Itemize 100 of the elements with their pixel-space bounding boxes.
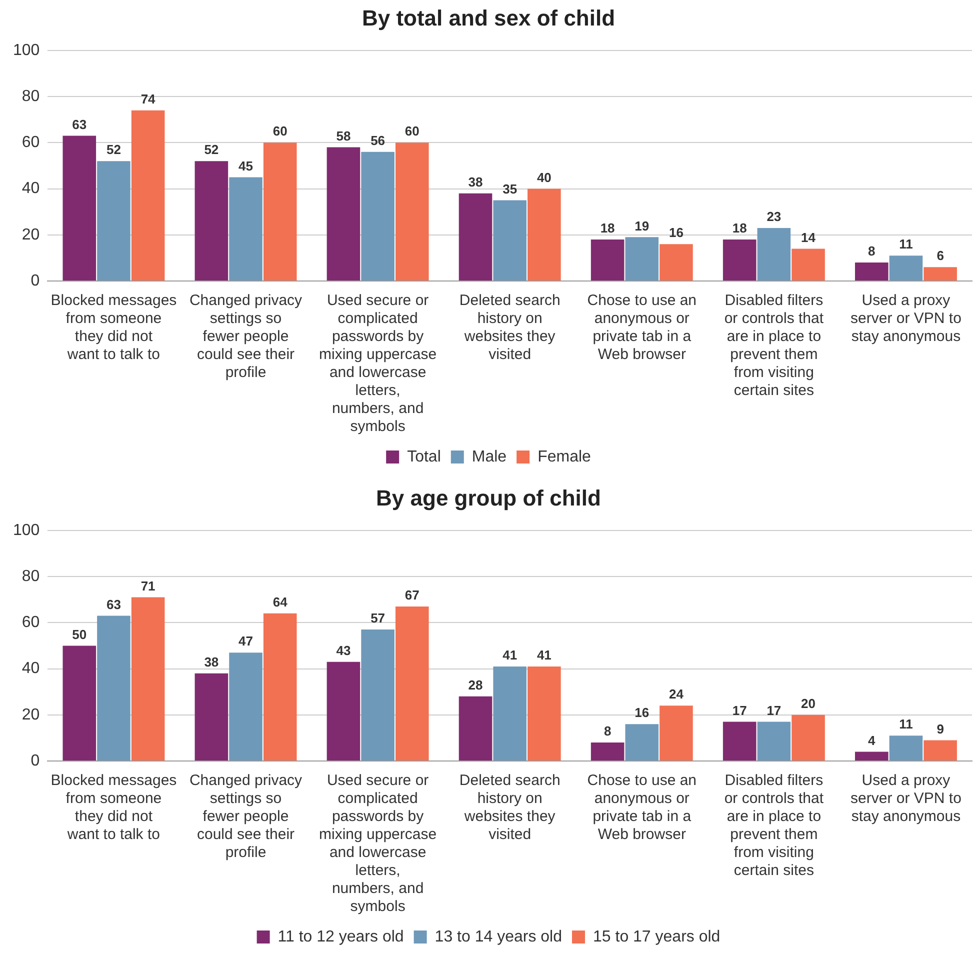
data-label: 67 bbox=[404, 588, 420, 603]
bar bbox=[590, 742, 624, 760]
data-label: 17 bbox=[732, 702, 747, 718]
bar bbox=[395, 606, 429, 760]
data-label: 63 bbox=[106, 596, 121, 612]
data-label: 40 bbox=[536, 170, 552, 185]
y-tick-label: 60 bbox=[22, 134, 40, 152]
data-label: 60 bbox=[404, 124, 420, 139]
x-tick-label: Disabled filters or controls that are in place to prevent them from visiting certain sites bbox=[724, 772, 824, 880]
data-label: 41 bbox=[502, 648, 518, 663]
data-label: 57 bbox=[370, 610, 386, 626]
data-label: 52 bbox=[204, 142, 219, 158]
data-label: 35 bbox=[502, 181, 518, 196]
bar bbox=[889, 736, 923, 760]
bar bbox=[757, 722, 791, 760]
bar bbox=[194, 673, 228, 760]
data-label: 45 bbox=[238, 158, 253, 174]
data-label: 41 bbox=[536, 648, 552, 663]
bar bbox=[854, 752, 888, 760]
bar bbox=[924, 267, 957, 280]
x-tick-label: Deleted search history on websites they visited bbox=[459, 292, 560, 364]
y-tick-label: 100 bbox=[12, 522, 40, 539]
legend-label: 15 to 17 years old bbox=[593, 928, 720, 946]
bar bbox=[590, 239, 624, 280]
data-label: 52 bbox=[106, 142, 121, 158]
bar bbox=[528, 188, 561, 280]
x-tick-label: Disabled filters or controls that are in place to prevent them from visiting certain sites bbox=[724, 292, 824, 400]
data-label: 19 bbox=[634, 218, 650, 234]
data-label: 43 bbox=[336, 642, 351, 658]
bar bbox=[361, 152, 394, 280]
data-label: 28 bbox=[468, 678, 483, 693]
data-label: 60 bbox=[272, 124, 288, 139]
data-label: 6 bbox=[936, 248, 944, 264]
data-label: 20 bbox=[801, 696, 816, 711]
data-label: 11 bbox=[899, 236, 913, 252]
bar bbox=[326, 147, 360, 280]
y-tick-label: 80 bbox=[22, 568, 40, 585]
data-label: 38 bbox=[204, 654, 219, 670]
y-tick-label: 0 bbox=[30, 272, 40, 290]
x-tick-label: Changed privacy settings so fewer people could see their profile bbox=[189, 292, 303, 382]
data-label: 8 bbox=[868, 244, 876, 259]
chart-title: By age group of child bbox=[376, 485, 601, 510]
bar bbox=[792, 714, 825, 760]
x-tick-label: Changed privacy settings so fewer people could see their profile bbox=[189, 772, 303, 862]
y-tick-label: 20 bbox=[22, 706, 40, 724]
y-tick-label: 40 bbox=[22, 660, 40, 678]
bar bbox=[722, 722, 756, 760]
legend-label: Female bbox=[538, 448, 592, 466]
bar bbox=[395, 142, 429, 280]
x-tick-label: Blocked messages from someone they did not want to talk to bbox=[50, 292, 177, 364]
bar bbox=[458, 193, 492, 280]
y-tick-label: 40 bbox=[22, 180, 40, 198]
legend-label: Total bbox=[407, 448, 441, 466]
bar bbox=[97, 616, 130, 760]
bar bbox=[62, 646, 96, 760]
bar bbox=[757, 228, 791, 280]
data-label: 8 bbox=[604, 724, 612, 739]
data-label: 38 bbox=[468, 174, 483, 190]
data-label: 56 bbox=[370, 132, 386, 148]
bar bbox=[131, 597, 165, 760]
data-label: 64 bbox=[272, 594, 288, 610]
bar bbox=[660, 706, 693, 760]
data-label: 50 bbox=[72, 626, 87, 642]
bar bbox=[528, 666, 561, 760]
data-label: 18 bbox=[732, 220, 747, 236]
chart-title: By total and sex of child bbox=[362, 5, 616, 30]
bar bbox=[263, 142, 297, 280]
x-tick-label: Deleted search history on websites they visited bbox=[459, 772, 560, 844]
bar bbox=[326, 662, 360, 760]
bar bbox=[62, 136, 96, 280]
bar bbox=[924, 740, 957, 760]
legend-label: Male bbox=[472, 448, 507, 466]
bar bbox=[263, 613, 297, 760]
x-tick-label: Used secure or complicated passwords by mixing uppercase and lowercase letters, numbers, and symbols bbox=[319, 772, 437, 916]
data-label: 74 bbox=[140, 91, 156, 106]
bar bbox=[131, 110, 165, 280]
data-label: 24 bbox=[668, 686, 684, 702]
bar bbox=[229, 177, 262, 280]
data-label: 4 bbox=[868, 732, 876, 748]
x-tick-label: Chose to use an anonymous or private tab in a Web browser bbox=[587, 292, 697, 364]
data-label: 14 bbox=[801, 230, 816, 245]
data-label: 63 bbox=[72, 116, 87, 132]
bar bbox=[458, 696, 492, 760]
y-tick-label: 20 bbox=[22, 226, 40, 244]
x-tick-label: Used a proxy server or VPN to stay anonymous bbox=[850, 292, 962, 346]
y-tick-label: 100 bbox=[12, 42, 40, 59]
bar bbox=[493, 200, 526, 280]
data-label: 11 bbox=[899, 716, 913, 732]
x-tick-label: Used a proxy server or VPN to stay anonymous bbox=[850, 772, 962, 826]
x-tick-label: Used secure or complicated passwords by mixing uppercase and lowercase letters, numbers, and symbols bbox=[319, 292, 437, 436]
bar bbox=[625, 724, 659, 760]
bar bbox=[229, 652, 262, 760]
bar bbox=[660, 244, 693, 280]
x-tick-label: Chose to use an anonymous or private tab in a Web browser bbox=[587, 772, 697, 844]
data-label: 71 bbox=[140, 578, 156, 594]
data-label: 16 bbox=[634, 705, 650, 720]
bar bbox=[854, 262, 888, 280]
data-label: 17 bbox=[766, 702, 782, 718]
bar bbox=[194, 161, 228, 280]
legend-label: 11 to 12 years old bbox=[278, 928, 404, 946]
